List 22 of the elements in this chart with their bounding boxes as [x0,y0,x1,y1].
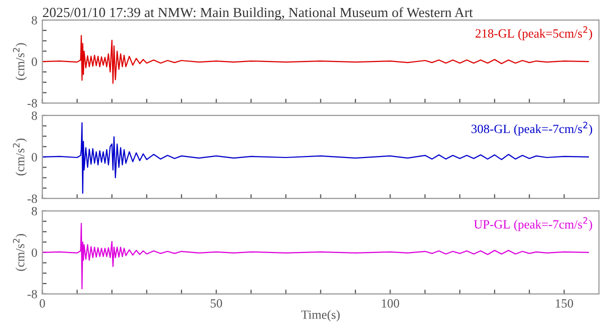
y-tick-label: 8 [32,112,38,120]
y-axis-title: (cm/s$^{2}$) [12,43,27,80]
y-axis-title: (cm/s$^{2}$) [12,234,27,271]
x-tick-label: 150 [556,299,574,308]
line-series [42,122,590,194]
series-label: UP-GL (peak=-7cm/s$^{2}$) [474,217,592,232]
x-tick-label: 0 [40,299,45,308]
y-tick-label: -8 [28,194,38,203]
x-tick-label: 50 [210,299,222,308]
x-tick-label: 100 [382,299,400,308]
y-tick-label: 0 [32,58,38,66]
y-axis-title: (cm/s$^{2}$) [12,138,27,176]
x-axis-title: Time(s) [301,310,340,322]
y-tick-label: 0 [32,153,38,162]
y-tick-label: 8 [32,206,38,216]
y-tick-label: 8 [32,16,38,24]
series-label: 308-GL (peak=-7cm/s$^{2}$) [472,122,592,136]
series-label: 218-GL (peak=5cm/s$^{2}$) [476,26,592,40]
y-tick-label: 0 [32,248,38,257]
chart-title: 2025/01/10 17:39 at NMW: Main Building, National Museum of Western Art [42,7,473,20]
y-tick-label: -8 [28,290,38,298]
y-tick-label: -8 [28,99,38,108]
